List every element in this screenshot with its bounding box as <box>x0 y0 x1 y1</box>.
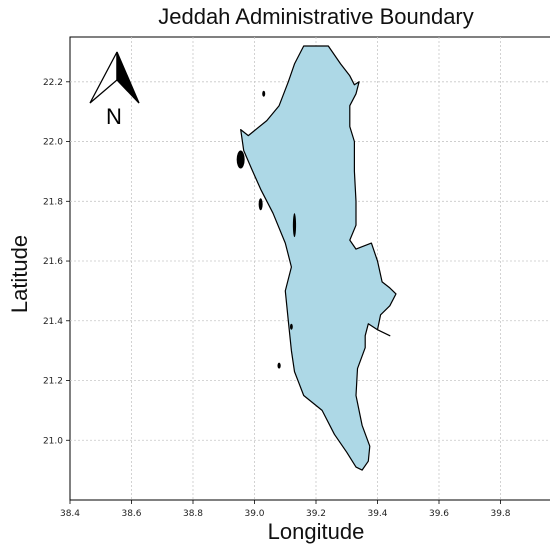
coastal-islet <box>292 213 297 238</box>
x-tick-label: 39.2 <box>306 509 326 519</box>
north-arrow-label: N <box>106 104 122 129</box>
coastal-islet <box>262 90 266 97</box>
x-axis-label: Longitude <box>267 519 365 544</box>
x-tick-label: 38.6 <box>121 509 141 519</box>
y-tick-label: 21.8 <box>43 197 63 207</box>
jeddah-boundary <box>240 45 397 471</box>
north-arrow-icon: N <box>89 51 140 129</box>
x-tick-label: 39.8 <box>490 509 510 519</box>
x-tick-label: 39.4 <box>367 509 387 519</box>
x-tick-label: 39.0 <box>244 509 264 519</box>
coastal-islet <box>290 323 293 330</box>
x-tick-label: 38.4 <box>60 509 80 519</box>
coastal-islet <box>236 150 245 169</box>
coastal-islet <box>277 362 281 369</box>
y-tick-label: 22.2 <box>43 78 63 88</box>
y-axis-label: Latitude <box>7 234 32 314</box>
coastal-islands <box>236 90 297 369</box>
y-tick-label: 21.6 <box>43 257 63 267</box>
y-tick-label: 21.2 <box>43 377 63 387</box>
coastal-islet <box>258 198 263 211</box>
y-tick-label: 22.0 <box>43 138 63 148</box>
x-tick-label: 39.6 <box>429 509 449 519</box>
y-tick-label: 21.4 <box>43 317 63 327</box>
map-title: Jeddah Administrative Boundary <box>158 4 474 29</box>
x-tick-label: 38.8 <box>183 509 203 519</box>
y-tick-label: 21.0 <box>43 436 63 446</box>
axis-ticks: 38.4 38.6 38.8 39.0 39.2 39.4 39.6 39.8 21.0 21.2… <box>43 78 511 519</box>
